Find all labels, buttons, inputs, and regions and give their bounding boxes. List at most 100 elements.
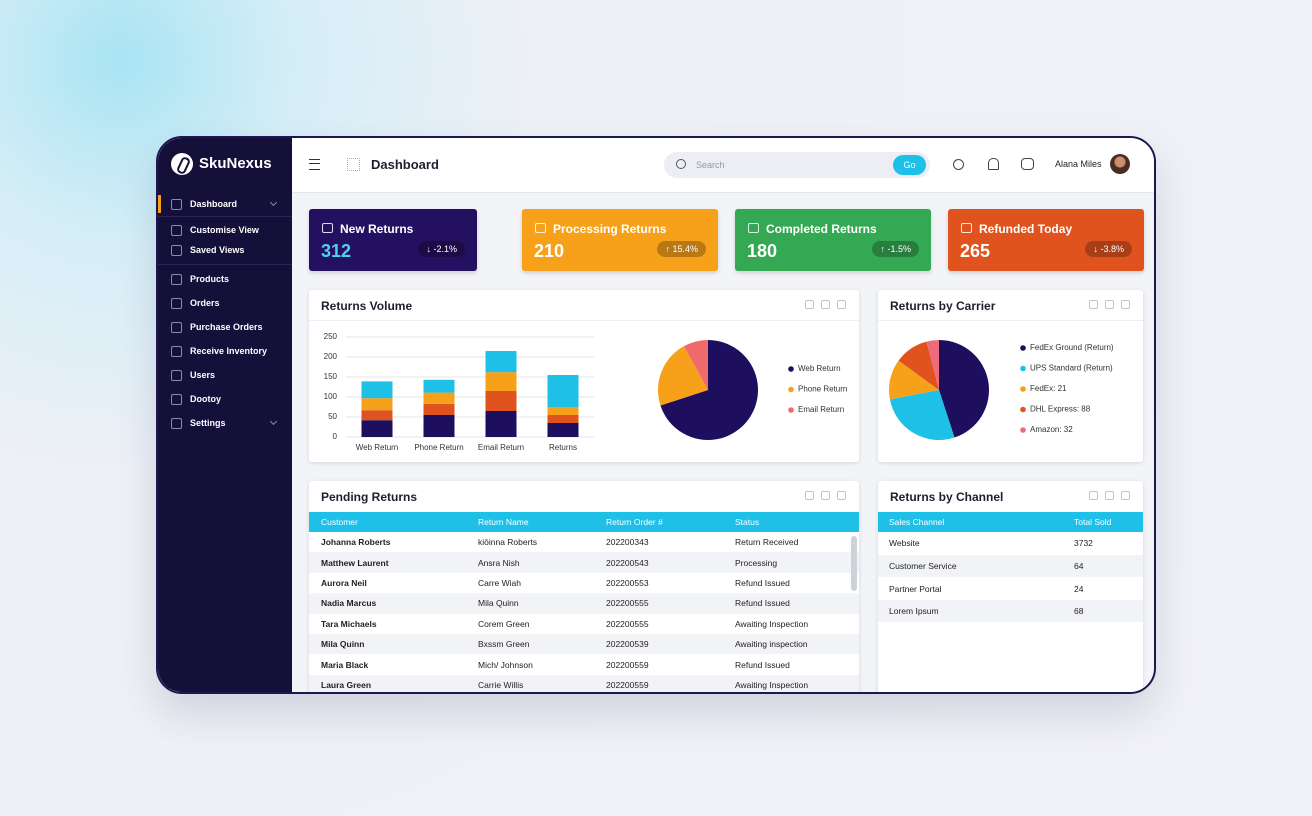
legend-label: Phone Return — [798, 385, 847, 394]
panel-tool[interactable] — [1105, 300, 1114, 309]
carrier-panel: Returns by Carrier FedEx Ground (Return)… — [878, 290, 1143, 462]
x-tick-label: Returns — [549, 443, 577, 452]
legend-swatch — [1020, 365, 1026, 372]
pie-slice — [939, 340, 989, 438]
legend-label: Email Return — [798, 405, 844, 414]
panel-tool[interactable] — [805, 491, 814, 500]
nav-item[interactable]: Orders — [190, 298, 220, 308]
menu-button[interactable] — [309, 159, 320, 170]
legend-swatch — [1020, 406, 1026, 413]
panel-tool[interactable] — [1089, 491, 1098, 500]
nav-item[interactable]: Saved Views — [190, 245, 245, 255]
y-tick-label: 50 — [328, 412, 337, 421]
table-header — [309, 512, 859, 532]
legend-label: Amazon: 32 — [1030, 425, 1073, 434]
nav-icon — [171, 418, 182, 429]
table-cell: 3732 — [1074, 538, 1093, 549]
notifications[interactable] — [988, 158, 999, 170]
nav-item[interactable]: Dashboard — [190, 199, 238, 209]
nav-item[interactable]: Settings — [190, 418, 226, 428]
table-cell: 202200555 — [606, 598, 649, 609]
divider — [158, 216, 292, 217]
bar-segment — [361, 410, 393, 421]
table-row — [309, 654, 859, 675]
x-tick-label: Email Return — [478, 443, 524, 452]
logo-glyph — [175, 155, 192, 176]
kpi-value: 210 — [534, 241, 565, 261]
nav-item[interactable]: Dootoy — [190, 394, 221, 404]
table-row — [309, 613, 859, 634]
pie-slice — [660, 340, 758, 440]
user-name[interactable]: Alana Miles — [1055, 159, 1102, 169]
pending-returns-panel: Pending Returns Customer Return Name Retur… — [309, 481, 859, 692]
table-cell: Nadia Marcus — [321, 598, 377, 609]
table-cell: 68 — [1074, 606, 1084, 617]
bar-segment — [423, 392, 455, 404]
panel-tool[interactable] — [805, 300, 814, 309]
column-header: Customer — [321, 517, 358, 527]
kpi-card: Processing Returns 210 ↑ 15.4% — [522, 209, 718, 271]
messages[interactable] — [1021, 158, 1034, 170]
panel-tool[interactable] — [821, 300, 830, 309]
nav-item[interactable]: Users — [190, 370, 216, 380]
theme-toggle[interactable] — [953, 159, 964, 170]
y-tick-label: 100 — [324, 392, 338, 401]
returns-volume-chart: 0 50 100 150 200 250 Web Return Phone Return Ema… — [324, 332, 848, 452]
nav-item[interactable]: Customise View — [190, 225, 259, 235]
panel-tool[interactable] — [1105, 491, 1114, 500]
search-button[interactable]: Go — [893, 155, 926, 175]
returns-volume-panel: Returns Volume 0 50 100 150 200 250 Web Return… — [309, 290, 859, 462]
panel-tool[interactable] — [837, 491, 846, 500]
table-cell: Maria Black — [321, 659, 369, 670]
bar-segment — [423, 403, 455, 415]
table-cell: Corem Green — [478, 618, 530, 629]
panel-tool[interactable] — [821, 491, 830, 500]
panel-tool[interactable] — [837, 300, 846, 309]
y-tick-label: 150 — [324, 372, 338, 381]
legend-swatch — [1020, 427, 1026, 433]
bar-segment — [485, 372, 517, 391]
table-cell: Carre Wiah — [478, 578, 521, 588]
panel-title: Pending Returns — [321, 490, 418, 504]
legend-swatch — [788, 366, 794, 372]
pie-slice — [898, 341, 939, 390]
panel-title: Returns Volume — [321, 299, 413, 313]
bar-segment — [547, 415, 579, 423]
table-row — [878, 554, 1143, 578]
panel-tool[interactable] — [1121, 491, 1130, 500]
logo-mark — [171, 153, 193, 176]
y-tick-label: 200 — [324, 352, 338, 361]
legend-swatch — [788, 407, 794, 413]
kpi-card: New Returns 312 ↓ -2.1% — [309, 209, 477, 271]
nav-item[interactable]: Products — [190, 274, 230, 284]
kpi-change: ↓ -3.8% — [1085, 241, 1132, 257]
table-cell: Partner Portal — [889, 583, 942, 594]
panel-tool[interactable] — [1121, 300, 1130, 309]
nav-item[interactable]: Purchase Orders — [190, 322, 263, 332]
table-cell: 202200539 — [606, 639, 649, 650]
column-header: Return Name — [478, 517, 529, 527]
nav-item[interactable]: Receive Inventory — [190, 346, 268, 356]
app-window: SkuNexus Dashboard Customise View Saved Vi… — [156, 136, 1156, 694]
panel-tool[interactable] — [1089, 300, 1098, 309]
table-cell: Refund Issued — [735, 598, 790, 609]
table-cell: Tara Michaels — [321, 618, 377, 629]
bar-segment — [547, 375, 579, 407]
table-cell: Awaiting Inspection — [735, 680, 809, 690]
y-tick-label: 0 — [333, 432, 338, 441]
table-row — [309, 634, 859, 655]
bar-segment — [485, 351, 517, 373]
y-tick-label: 250 — [324, 332, 338, 341]
divider — [158, 264, 292, 265]
table-row — [878, 599, 1143, 623]
search-box[interactable]: Search Go — [664, 152, 930, 178]
table-cell: Mila Quinn — [478, 598, 519, 609]
legend-swatch — [788, 386, 794, 393]
pie-slice — [683, 340, 708, 390]
bar-segment — [361, 420, 393, 437]
table-cell: Return Received — [735, 537, 799, 548]
avatar[interactable] — [1110, 154, 1130, 174]
table-cell: 202200553 — [606, 578, 649, 588]
table-row — [309, 552, 859, 573]
divider — [878, 320, 1143, 321]
